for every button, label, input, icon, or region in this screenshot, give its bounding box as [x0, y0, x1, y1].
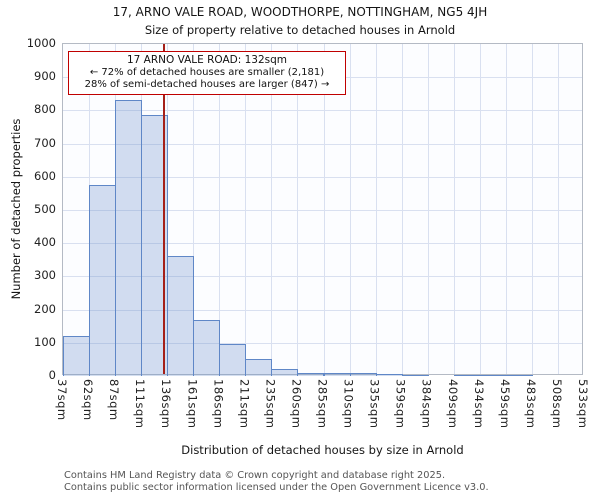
x-axis-title: Distribution of detached houses by size …: [181, 443, 464, 457]
gridline-horizontal: [63, 309, 582, 311]
histogram-bar: [271, 369, 299, 376]
x-axis-tick-label: 310sqm: [341, 379, 356, 429]
chart-subtitle: Size of property relative to detached ho…: [144, 23, 456, 37]
x-axis-tick-label: 359sqm: [393, 379, 408, 429]
gridline-vertical: [375, 44, 377, 374]
x-axis-tick-label: 434sqm: [471, 379, 486, 429]
gridline-vertical: [505, 44, 507, 374]
histogram-bar: [297, 372, 325, 376]
x-axis-tick-label: 211sqm: [237, 379, 252, 429]
footer-line-2: Contains public sector information licen…: [64, 481, 489, 493]
gridline-vertical: [219, 44, 221, 374]
y-axis-tick-label: 300: [34, 268, 56, 283]
gridline-horizontal: [63, 210, 582, 211]
gridline-vertical: [193, 44, 195, 374]
gridline-horizontal: [63, 276, 582, 278]
histogram-bar: [193, 319, 221, 376]
y-axis-tick-label: 600: [34, 168, 56, 183]
gridline-vertical: [349, 44, 351, 374]
x-axis-tick-label: 161sqm: [185, 379, 200, 429]
y-axis-tick-label: 1000: [26, 36, 56, 50]
gridline-vertical: [557, 44, 559, 374]
x-axis-tick-label: 409sqm: [445, 379, 460, 429]
histogram-bar: [479, 374, 507, 376]
chart-title: 17, ARNO VALE ROAD, WOODTHORPE, NOTTINGH…: [112, 5, 488, 19]
x-axis-tick-label: 483sqm: [523, 379, 538, 429]
histogram-bar: [89, 185, 117, 376]
x-axis-tick-label: 111sqm: [133, 379, 148, 429]
histogram-bar: [323, 373, 351, 376]
x-axis-tick-label: 37sqm: [55, 379, 69, 421]
x-axis-tick-label: 384sqm: [419, 379, 434, 429]
histogram-bar: [63, 336, 91, 376]
y-axis-tick-label: 500: [34, 202, 56, 216]
y-axis-tick-label: 800: [34, 102, 56, 117]
histogram-bar: [219, 344, 247, 376]
x-axis-tick-label: 533sqm: [576, 379, 590, 429]
histogram-bar: [401, 374, 429, 376]
annotation-property-label: 17 ARNO VALE ROAD: 132sqm: [126, 54, 288, 66]
x-axis-tick-label: 186sqm: [211, 379, 226, 429]
histogram-bar: [167, 256, 195, 376]
gridline-vertical: [531, 44, 533, 374]
y-axis-tick-label: 900: [34, 69, 56, 84]
y-axis-tick-label: 700: [34, 135, 56, 150]
plot-area: 17 ARNO VALE ROAD: 132sqm ← 72% of detac…: [62, 43, 583, 376]
gridline-horizontal: [63, 342, 582, 344]
gridline-vertical: [479, 44, 481, 374]
gridline-horizontal: [63, 176, 582, 178]
gridline-vertical: [323, 44, 325, 374]
x-axis-tick-label: 136sqm: [159, 379, 174, 429]
gridline-vertical: [245, 44, 247, 374]
x-axis-tick-label: 235sqm: [263, 379, 278, 429]
gridline-horizontal: [63, 143, 582, 145]
gridline-vertical: [427, 44, 429, 374]
x-axis-tick-label: 335sqm: [367, 379, 382, 429]
annotation-smaller-stat: ← 72% of detached houses are smaller (2,…: [89, 66, 325, 78]
gridline-horizontal: [63, 110, 582, 112]
y-axis-tick-label: 100: [34, 334, 56, 349]
x-axis-tick-label: 285sqm: [315, 379, 330, 429]
x-axis-tick-label: 260sqm: [289, 379, 304, 429]
y-axis-tick-label: 400: [34, 235, 56, 250]
gridline-horizontal: [63, 243, 582, 245]
y-axis-tick-label: 200: [34, 301, 56, 316]
y-axis-tick-label: 0: [48, 368, 56, 382]
gridline-vertical: [271, 44, 273, 374]
x-axis-tick-label: 62sqm: [81, 379, 96, 421]
annotation-larger-stat: 28% of semi-detached houses are larger (…: [84, 78, 330, 90]
histogram-bar: [505, 374, 533, 376]
x-axis-tick-label: 459sqm: [497, 379, 512, 429]
attribution-footer: Contains HM Land Registry data © Crown c…: [64, 470, 489, 494]
gridline-vertical: [453, 44, 455, 374]
x-axis-tick-label: 508sqm: [549, 379, 564, 429]
subject-property-marker-line: [163, 44, 165, 374]
histogram-bar: [245, 359, 273, 376]
histogram-bar: [453, 374, 481, 376]
annotation-box: 17 ARNO VALE ROAD: 132sqm ← 72% of detac…: [68, 51, 346, 95]
gridline-vertical: [401, 44, 403, 374]
histogram-bar: [115, 100, 143, 376]
histogram-bar: [375, 374, 403, 376]
histogram-bar: [349, 372, 377, 376]
footer-line-1: Contains HM Land Registry data © Crown c…: [64, 470, 446, 481]
x-axis-tick-label: 87sqm: [107, 379, 122, 421]
gridline-vertical: [297, 44, 299, 374]
